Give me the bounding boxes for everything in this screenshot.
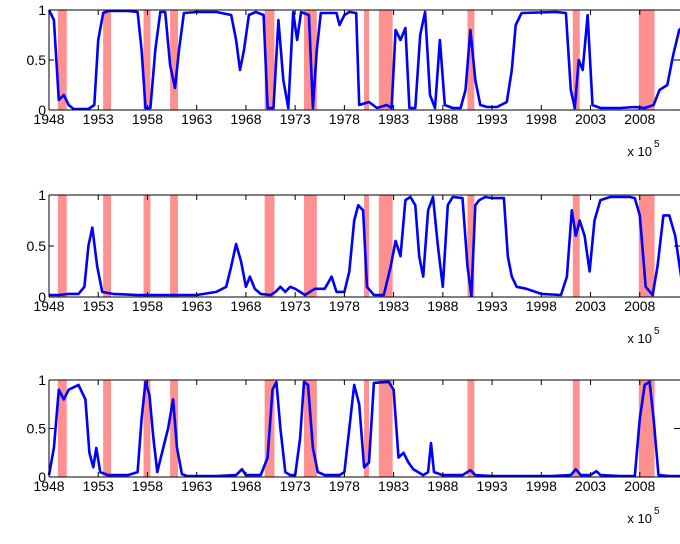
recession-band xyxy=(364,195,369,297)
recession-band xyxy=(57,195,67,297)
x-tick-label: 1968 xyxy=(230,478,261,494)
recession-band xyxy=(467,380,475,477)
x-tick-label: 1998 xyxy=(526,298,557,314)
x-tick-label: 1963 xyxy=(181,111,212,127)
x-exponent-label: x 10 xyxy=(627,331,652,346)
x-tick-label: 1958 xyxy=(132,111,163,127)
recession-band xyxy=(378,380,393,477)
recession-band xyxy=(378,10,393,110)
recession-band xyxy=(170,380,178,477)
recession-band xyxy=(143,195,151,297)
recession-band xyxy=(638,10,655,110)
y-tick-label: 0 xyxy=(38,469,46,485)
recession-band xyxy=(638,195,655,297)
y-tick-label: 0.5 xyxy=(27,238,47,254)
x-tick-label: 2008 xyxy=(624,298,655,314)
subplot-3: 1948 1953 1958 1963 1968 1973 1978 1983 1988 1993… xyxy=(27,372,680,526)
y-tick-label: 0.5 xyxy=(27,52,47,68)
recession-band xyxy=(264,10,275,110)
x-tick-label: 1983 xyxy=(378,478,409,494)
recession-band xyxy=(364,380,369,477)
x-tick-label: 1983 xyxy=(378,298,409,314)
x-tick-label: 1948 xyxy=(33,298,64,314)
y-tick-label: 0 xyxy=(38,102,46,118)
recession-band xyxy=(572,195,580,297)
x-tick-label: 1948 xyxy=(33,111,64,127)
recession-band xyxy=(103,380,112,477)
recession-band xyxy=(103,10,112,110)
x-tick-label: 1963 xyxy=(181,298,212,314)
recession-band xyxy=(264,195,275,297)
x-tick-label: 1953 xyxy=(83,111,114,127)
y-tick-label: 1 xyxy=(38,372,46,388)
recession-band xyxy=(143,10,151,110)
recession-band xyxy=(170,195,178,297)
probability-series-line xyxy=(49,195,680,298)
y-tick-label: 0.5 xyxy=(27,421,47,437)
x-tick-label: 2003 xyxy=(575,478,606,494)
recession-band xyxy=(467,10,475,110)
x-tick-label: 1993 xyxy=(476,298,507,314)
x-tick-label: 1953 xyxy=(83,298,114,314)
x-tick-label: 2008 xyxy=(624,111,655,127)
x-tick-label: 1978 xyxy=(329,298,360,314)
x-tick-label: 1978 xyxy=(329,111,360,127)
y-tick-label: 1 xyxy=(38,2,46,18)
subplot-2: 1948 1953 1958 1963 1968 1973 1978 1983 1988 1993… xyxy=(27,187,680,346)
probability-series-line xyxy=(47,380,680,478)
x-tick-label: 2003 xyxy=(575,111,606,127)
x-tick-label: 1983 xyxy=(378,111,409,127)
x-exponent-label: x 10 xyxy=(627,144,652,159)
recession-band xyxy=(572,380,580,477)
x-tick-label: 1973 xyxy=(280,111,311,127)
x-tick-label: 1988 xyxy=(427,478,458,494)
recession-band xyxy=(57,10,67,110)
x-tick-label: 1978 xyxy=(329,478,360,494)
x-tick-label: 1973 xyxy=(280,478,311,494)
recession-band xyxy=(304,195,317,297)
x-tick-label: 1973 xyxy=(280,298,311,314)
x-tick-label: 1958 xyxy=(132,478,163,494)
x-tick-label: 1998 xyxy=(526,478,557,494)
x-tick-label: 1968 xyxy=(230,298,261,314)
x-tick-label: 1988 xyxy=(427,298,458,314)
x-tick-label: 1993 xyxy=(476,478,507,494)
recession-band xyxy=(103,195,112,297)
x-tick-label: 1998 xyxy=(526,111,557,127)
recession-band xyxy=(467,195,475,297)
recession-band xyxy=(572,10,580,110)
x-exponent-power: 5 xyxy=(654,139,660,150)
x-exponent-power: 5 xyxy=(654,506,660,517)
x-tick-label: 1953 xyxy=(83,478,114,494)
y-tick-label: 1 xyxy=(38,187,46,203)
x-tick-label: 2008 xyxy=(624,478,655,494)
subplot-1: 1948 1953 1958 1963 1968 1973 1978 1983 1988 1993… xyxy=(27,2,680,159)
recession-band xyxy=(364,10,369,110)
recession-band xyxy=(170,10,178,110)
x-tick-label: 2003 xyxy=(575,298,606,314)
recession-band xyxy=(143,380,151,477)
x-tick-label: 1948 xyxy=(33,478,64,494)
x-tick-label: 1958 xyxy=(132,298,163,314)
y-tick-label: 0 xyxy=(38,289,46,305)
x-tick-label: 1963 xyxy=(181,478,212,494)
x-tick-label: 1993 xyxy=(476,111,507,127)
recession-band xyxy=(57,380,67,477)
x-exponent-label: x 10 xyxy=(627,511,652,526)
x-tick-label: 1968 xyxy=(230,111,261,127)
x-tick-label: 1988 xyxy=(427,111,458,127)
x-exponent-power: 5 xyxy=(654,326,660,337)
probability-series-line xyxy=(47,9,680,111)
